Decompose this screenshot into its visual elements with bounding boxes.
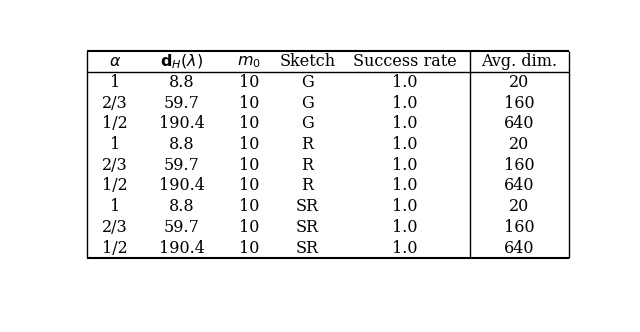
Text: Sketch: Sketch	[280, 53, 335, 70]
Text: 10: 10	[239, 177, 259, 195]
Text: Success rate: Success rate	[353, 53, 456, 70]
Text: 1.0: 1.0	[392, 136, 417, 153]
Text: 640: 640	[504, 115, 534, 132]
Text: 1.0: 1.0	[392, 115, 417, 132]
Text: 640: 640	[504, 177, 534, 195]
Text: 1.0: 1.0	[392, 74, 417, 91]
Text: $\alpha$: $\alpha$	[109, 53, 121, 70]
Text: G: G	[301, 115, 314, 132]
Text: 1: 1	[109, 74, 120, 91]
Text: 59.7: 59.7	[164, 219, 200, 236]
Text: $\mathbf{d}_H(\lambda)$: $\mathbf{d}_H(\lambda)$	[160, 52, 204, 71]
Text: R: R	[301, 157, 314, 174]
Text: 1.0: 1.0	[392, 219, 417, 236]
Text: 10: 10	[239, 74, 259, 91]
Text: 20: 20	[509, 74, 529, 91]
Text: 1.0: 1.0	[392, 157, 417, 174]
Text: 190.4: 190.4	[159, 240, 205, 257]
Text: 10: 10	[239, 157, 259, 174]
Text: 59.7: 59.7	[164, 157, 200, 174]
Text: 1: 1	[109, 198, 120, 215]
Text: 2/3: 2/3	[102, 219, 127, 236]
Text: 2/3: 2/3	[102, 95, 127, 112]
Text: 1.0: 1.0	[392, 240, 417, 257]
Text: G: G	[301, 95, 314, 112]
Text: G: G	[301, 74, 314, 91]
Text: 2/3: 2/3	[102, 157, 127, 174]
Text: 10: 10	[239, 219, 259, 236]
Text: 1/2: 1/2	[102, 177, 127, 195]
Text: 640: 640	[504, 240, 534, 257]
Text: Avg. dim.: Avg. dim.	[481, 53, 557, 70]
Text: 10: 10	[239, 240, 259, 257]
Text: 59.7: 59.7	[164, 95, 200, 112]
Text: 8.8: 8.8	[169, 74, 195, 91]
Text: 190.4: 190.4	[159, 177, 205, 195]
Text: 1.0: 1.0	[392, 198, 417, 215]
Text: 8.8: 8.8	[169, 136, 195, 153]
Text: SR: SR	[296, 198, 319, 215]
Text: 20: 20	[509, 136, 529, 153]
Text: 20: 20	[509, 198, 529, 215]
Text: SR: SR	[296, 240, 319, 257]
Text: 160: 160	[504, 157, 534, 174]
Text: 10: 10	[239, 198, 259, 215]
Text: 1: 1	[109, 136, 120, 153]
Text: 1.0: 1.0	[392, 177, 417, 195]
Text: 8.8: 8.8	[169, 198, 195, 215]
Text: 10: 10	[239, 95, 259, 112]
Text: 190.4: 190.4	[159, 115, 205, 132]
Text: 160: 160	[504, 219, 534, 236]
Text: 1/2: 1/2	[102, 240, 127, 257]
Text: $m_0$: $m_0$	[237, 53, 260, 70]
Text: 1/2: 1/2	[102, 115, 127, 132]
Text: 10: 10	[239, 136, 259, 153]
Text: SR: SR	[296, 219, 319, 236]
Text: R: R	[301, 177, 314, 195]
Text: 160: 160	[504, 95, 534, 112]
Text: R: R	[301, 136, 314, 153]
Text: 10: 10	[239, 115, 259, 132]
Text: 1.0: 1.0	[392, 95, 417, 112]
